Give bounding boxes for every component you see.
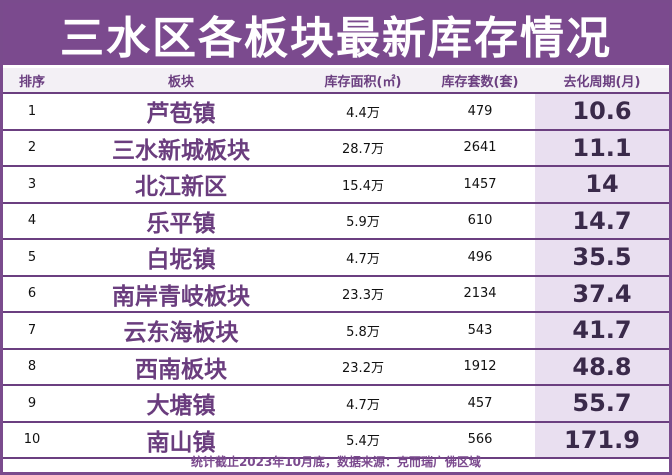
- cell-units: 566: [425, 421, 535, 459]
- cell-cycle: 55.7: [535, 385, 669, 423]
- cell-cycle: 41.7: [535, 312, 669, 350]
- cell-rank: 1: [3, 93, 61, 131]
- cell-block: 大塘镇: [61, 385, 301, 423]
- table-row: 3 北江新区 15.4万 1457 14: [3, 166, 669, 204]
- cell-rank: 9: [3, 385, 61, 423]
- cell-cycle: 14.7: [535, 202, 669, 240]
- cell-area: 28.7万: [301, 129, 425, 167]
- table-row: 2 三水新城板块 28.7万 2641 11.1: [3, 129, 669, 167]
- cell-area: 4.4万: [301, 93, 425, 131]
- cell-cycle: 37.4: [535, 275, 669, 313]
- inventory-table: 排序 板块 库存面积(㎡) 库存套数(套) 去化周期(月) 1 芦苞镇 4.4万…: [3, 68, 669, 459]
- cell-area: 5.4万: [301, 421, 425, 459]
- table-row: 8 西南板块 23.2万 1912 48.8: [3, 348, 669, 386]
- cell-area: 4.7万: [301, 239, 425, 277]
- cell-rank: 5: [3, 239, 61, 277]
- cell-block: 芦苞镇: [61, 93, 301, 131]
- cell-cycle: 48.8: [535, 348, 669, 386]
- cell-area: 23.3万: [301, 275, 425, 313]
- source-note: 统计截止2023年10月底，数据来源：克而瑞广佛区域: [190, 454, 482, 469]
- cell-block: 南山镇: [61, 421, 301, 459]
- cell-area: 5.9万: [301, 202, 425, 240]
- table-row: 6 南岸青岐板块 23.3万 2134 37.4: [3, 275, 669, 313]
- header-units: 库存套数(套): [425, 68, 535, 94]
- cell-block: 白坭镇: [61, 239, 301, 277]
- cell-block: 北江新区: [61, 166, 301, 204]
- table-row: 1 芦苞镇 4.4万 479 10.6: [3, 93, 669, 131]
- cell-cycle: 14: [535, 166, 669, 204]
- cell-units: 496: [425, 239, 535, 277]
- header-cycle: 去化周期(月): [535, 68, 669, 94]
- table-row: 9 大塘镇 4.7万 457 55.7: [3, 385, 669, 423]
- table-header-row: 排序 板块 库存面积(㎡) 库存套数(套) 去化周期(月): [3, 68, 669, 94]
- cell-block: 西南板块: [61, 348, 301, 386]
- cell-cycle: 10.6: [535, 93, 669, 131]
- cell-area: 23.2万: [301, 348, 425, 386]
- cell-rank: 10: [3, 421, 61, 459]
- cell-block: 南岸青岐板块: [61, 275, 301, 313]
- cell-block: 云东海板块: [61, 312, 301, 350]
- header-rank: 排序: [3, 68, 61, 94]
- page-title: 三水区各板块最新库存情况: [3, 3, 669, 65]
- cell-rank: 8: [3, 348, 61, 386]
- cell-cycle: 171.9: [535, 421, 669, 459]
- cell-area: 15.4万: [301, 166, 425, 204]
- cell-units: 1912: [425, 348, 535, 386]
- cell-units: 1457: [425, 166, 535, 204]
- cell-rank: 4: [3, 202, 61, 240]
- table-row: 10 南山镇 5.4万 566 171.9: [3, 421, 669, 459]
- cell-units: 457: [425, 385, 535, 423]
- cell-units: 2641: [425, 129, 535, 167]
- cell-rank: 7: [3, 312, 61, 350]
- cell-rank: 6: [3, 275, 61, 313]
- cell-block: 三水新城板块: [61, 129, 301, 167]
- cell-cycle: 35.5: [535, 239, 669, 277]
- table-row: 7 云东海板块 5.8万 543 41.7: [3, 312, 669, 350]
- table-row: 4 乐平镇 5.9万 610 14.7: [3, 202, 669, 240]
- cell-units: 479: [425, 93, 535, 131]
- cell-units: 610: [425, 202, 535, 240]
- cell-units: 543: [425, 312, 535, 350]
- cell-area: 4.7万: [301, 385, 425, 423]
- cell-rank: 3: [3, 166, 61, 204]
- cell-rank: 2: [3, 129, 61, 167]
- header-block: 板块: [61, 68, 301, 94]
- cell-units: 2134: [425, 275, 535, 313]
- header-area: 库存面积(㎡): [301, 68, 425, 94]
- cell-area: 5.8万: [301, 312, 425, 350]
- table-row: 5 白坭镇 4.7万 496 35.5: [3, 239, 669, 277]
- cell-block: 乐平镇: [61, 202, 301, 240]
- cell-cycle: 11.1: [535, 129, 669, 167]
